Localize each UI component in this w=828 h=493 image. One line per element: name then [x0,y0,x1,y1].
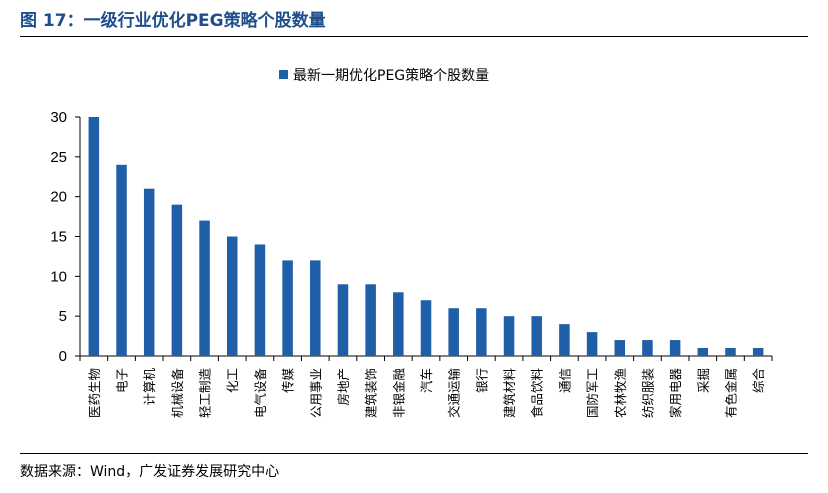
x-category-label: 交通运输 [447,368,462,419]
y-axis: 0 5 10 15 20 25 30 [50,109,81,365]
x-category-label: 银行 [474,368,489,393]
x-category-label: 建筑装饰 [364,368,379,418]
x-category-label: 公用事业 [308,368,323,418]
bar [476,308,487,356]
bar [669,340,681,356]
x-category-label: 医药生物 [87,368,102,418]
legend-label: 最新一期优化PEG策略个股数量 [293,67,489,84]
x-axis [79,355,773,361]
y-tick-label: 25 [50,149,67,166]
bars [88,117,764,356]
bar [143,188,155,356]
x-category-label: 化工 [225,368,240,393]
bar [559,324,570,356]
x-category-label: 电子 [115,368,130,393]
legend-swatch [279,70,288,79]
bar [337,284,349,356]
bar [642,340,653,356]
y-tick-label: 20 [50,189,67,206]
x-category-label: 房地产 [336,368,351,406]
x-category-label: 有色金属 [723,368,738,418]
y-tick-label: 0 [59,348,67,365]
category-labels: 医药生物 电子 计算机 机械设备 轻工制造 化工 电气设备 传媒 公用事业 房地产 建筑装饰 非银金融… [87,368,766,419]
bar [254,244,266,356]
x-category-label: 建筑材料 [502,368,517,419]
figure-title: 图 17：一级行业优化PEG策略个股数量 [20,11,326,31]
y-tick-label: 15 [50,229,67,246]
x-category-label: 家用电器 [668,368,683,419]
x-category-label: 轻工制造 [198,368,213,419]
x-category-label: 采掘 [696,368,711,393]
bar [365,284,376,356]
source-note: 数据来源：Wind，广发证券发展研究中心 [20,464,280,480]
bar [586,332,598,356]
y-tick-label: 5 [59,308,67,325]
bar [614,340,626,356]
bar [725,348,736,356]
bar [448,308,459,356]
bar [171,204,183,356]
x-category-label: 汽车 [419,368,434,393]
bar [226,236,238,356]
bar [199,220,210,356]
y-tick-label: 10 [50,268,67,285]
top-rule [20,36,808,37]
x-category-label: 机械设备 [170,368,185,419]
bar [503,316,515,356]
bar [531,316,542,356]
bar [310,260,321,356]
x-category-label: 通信 [557,368,572,393]
bar [116,164,127,356]
bar [752,348,764,356]
x-category-label: 食品饮料 [530,368,545,419]
bar [88,117,100,356]
bottom-rule [20,453,808,454]
bar [282,260,293,356]
x-category-label: 国防军工 [585,368,600,418]
bar [393,292,404,356]
x-category-label: 农林牧渔 [613,368,628,418]
x-category-label: 非银金融 [391,368,406,419]
x-category-label: 计算机 [142,368,157,406]
x-category-label: 综合 [751,368,766,394]
legend: 最新一期优化PEG策略个股数量 [279,67,489,84]
x-category-label: 纺织服装 [640,368,655,418]
bar [697,348,709,356]
x-category-label: 电气设备 [253,368,268,419]
x-category-label: 传媒 [281,368,296,394]
y-tick-label: 30 [50,109,67,126]
bar [420,300,432,356]
